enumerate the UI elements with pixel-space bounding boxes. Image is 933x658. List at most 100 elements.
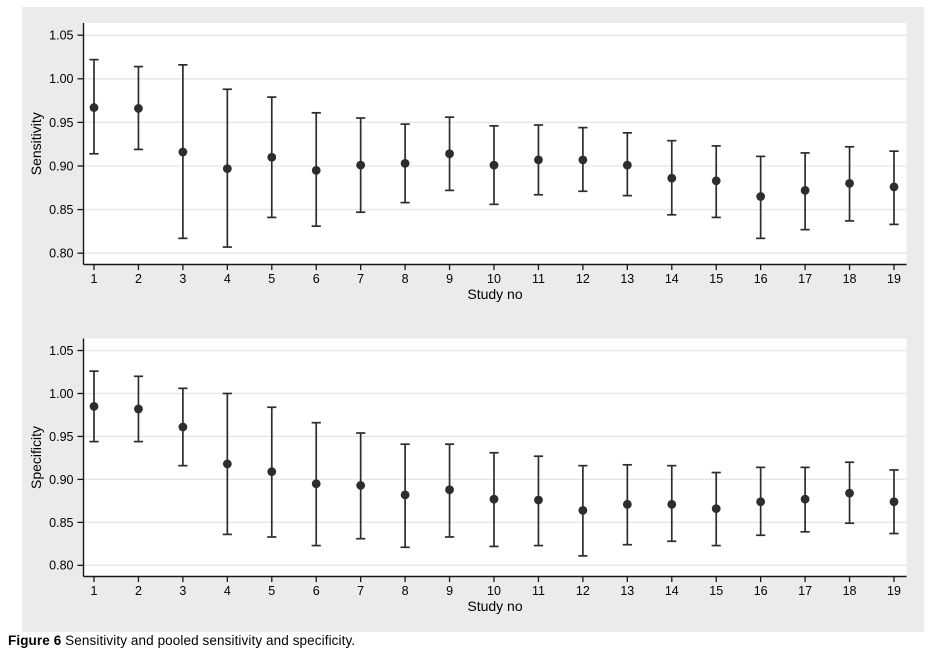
data-point (178, 422, 188, 432)
data-point (267, 467, 277, 477)
data-point (311, 479, 321, 489)
data-point (711, 504, 721, 514)
data-point (578, 505, 588, 515)
x-tick-label: 10 (487, 272, 501, 286)
x-tick-label: 16 (754, 272, 768, 286)
x-tick-label: 6 (313, 584, 320, 598)
x-tick-label: 9 (446, 584, 453, 598)
y-tick-label: 1.00 (49, 387, 73, 401)
data-point (800, 185, 810, 195)
x-tick-label: 16 (754, 584, 768, 598)
data-point (800, 494, 810, 504)
y-tick-label: 1.00 (49, 72, 73, 86)
data-point (756, 192, 766, 201)
x-tick-label: 15 (709, 272, 723, 286)
x-tick-label: 4 (224, 272, 231, 286)
figure-caption-text: Sensitivity and pooled sensitivity and s… (65, 633, 356, 648)
data-point (845, 488, 854, 498)
y-tick-label: 0.90 (49, 473, 73, 487)
data-point (534, 155, 543, 165)
x-tick-label: 18 (843, 272, 857, 286)
x-tick-label: 19 (887, 584, 901, 598)
data-point (489, 494, 499, 504)
x-tick-label: 2 (135, 272, 142, 286)
x-tick-label: 10 (487, 584, 501, 598)
data-point (400, 158, 410, 168)
x-tick-label: 11 (532, 584, 545, 598)
data-point (845, 179, 854, 188)
x-tick-label: 13 (620, 272, 634, 286)
y-tick-label: 0.95 (49, 116, 73, 130)
data-point (222, 164, 232, 173)
data-point (889, 497, 899, 507)
x-tick-label: 8 (402, 272, 409, 286)
data-point (756, 497, 766, 507)
x-tick-label: 2 (135, 584, 142, 598)
data-point (445, 149, 454, 159)
data-point (134, 404, 143, 414)
plot-area (83, 338, 907, 577)
data-point (267, 152, 277, 162)
data-point (356, 160, 366, 170)
x-tick-label: 9 (446, 272, 453, 286)
data-point (311, 165, 321, 175)
data-point (667, 499, 677, 509)
y-tick-label: 1.05 (49, 29, 73, 43)
data-point (89, 103, 99, 112)
x-tick-label: 12 (576, 272, 590, 286)
data-point (667, 173, 677, 183)
data-point (889, 182, 899, 192)
x-tick-label: 6 (313, 272, 320, 286)
plot-area (83, 23, 907, 265)
specificity-chart: 0.800.850.900.951.001.051 2 3 4 5 6 7 8 9 10 11 12 1… (28, 338, 907, 614)
x-tick-label: 13 (620, 584, 634, 598)
x-tick-label: 5 (268, 272, 275, 286)
y-axis-label: Sensitivity (28, 112, 44, 175)
figure-caption-label: Figure 6 (8, 633, 62, 648)
x-tick-label: 1 (91, 584, 98, 598)
data-point (89, 401, 99, 411)
x-tick-label: 18 (843, 584, 857, 598)
x-axis-label: Study no (467, 286, 522, 302)
data-point (578, 155, 588, 165)
y-axis-label: Specificity (28, 426, 44, 489)
data-point (489, 160, 499, 170)
data-point (622, 160, 632, 170)
y-tick-label: 0.95 (49, 430, 73, 444)
x-tick-label: 7 (357, 272, 364, 286)
data-point (178, 147, 188, 157)
data-point (711, 176, 721, 186)
x-tick-label: 1 (91, 272, 98, 286)
y-tick-label: 1.05 (49, 344, 73, 358)
y-tick-label: 0.90 (49, 159, 73, 173)
x-tick-label: 7 (357, 584, 364, 598)
x-tick-label: 14 (665, 584, 679, 598)
data-point (356, 481, 366, 490)
x-tick-label: 8 (402, 584, 409, 598)
data-point (445, 485, 454, 495)
x-tick-label: 19 (887, 272, 901, 286)
x-tick-label: 14 (665, 272, 679, 286)
y-tick-label: 0.85 (49, 516, 73, 530)
x-tick-label: 17 (798, 584, 812, 598)
x-tick-label: 11 (532, 272, 545, 286)
x-tick-label: 12 (576, 584, 590, 598)
x-tick-label: 15 (709, 584, 723, 598)
x-tick-label: 3 (179, 272, 186, 286)
figure-caption: Figure 6 Sensitivity and pooled sensitiv… (8, 633, 355, 648)
data-point (400, 490, 410, 500)
x-tick-label: 17 (798, 272, 812, 286)
x-tick-label: 4 (224, 584, 231, 598)
x-axis-label: Study no (467, 598, 522, 614)
sensitivity-chart: 0.800.850.900.951.001.051 2 3 4 5 6 7 8 9 10 11 12 1… (28, 23, 907, 302)
y-tick-label: 0.85 (49, 203, 73, 217)
x-tick-label: 3 (179, 584, 186, 598)
y-tick-label: 0.80 (49, 559, 73, 573)
data-point (534, 495, 543, 505)
x-tick-label: 5 (268, 584, 275, 598)
data-point (622, 499, 632, 509)
y-tick-label: 0.80 (49, 247, 73, 261)
data-point (134, 104, 143, 113)
